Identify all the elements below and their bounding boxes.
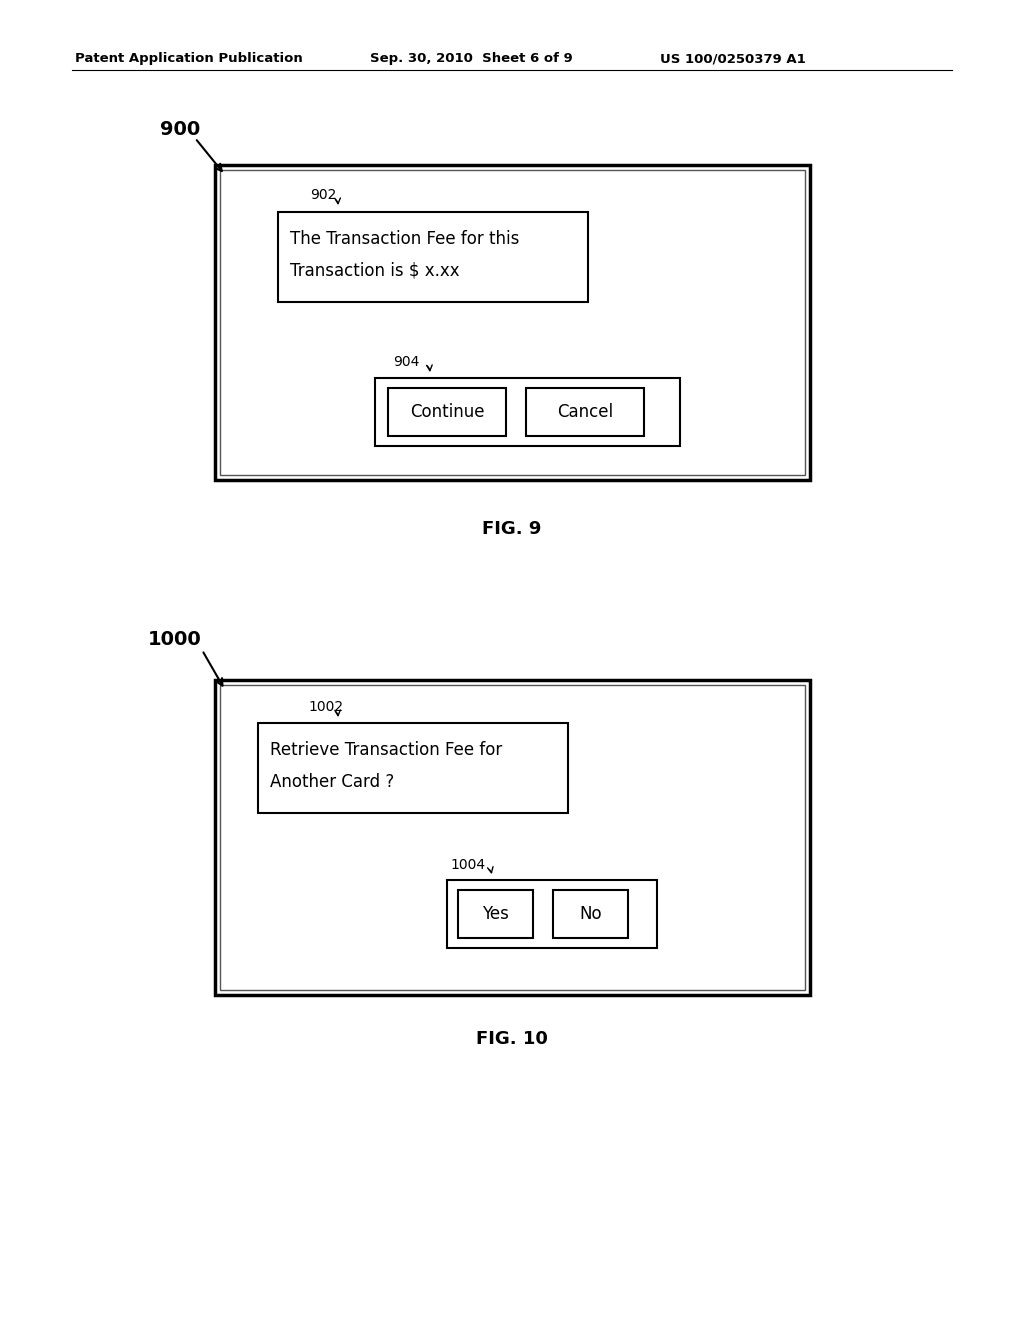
Bar (388, 388, 506, 436)
Text: The Transaction Fee for this: The Transaction Fee for this (290, 230, 519, 248)
Text: Yes: Yes (482, 906, 509, 923)
Bar (447, 880, 657, 948)
Text: Transaction is $ x.xx: Transaction is $ x.xx (290, 261, 460, 280)
Text: No: No (580, 906, 602, 923)
Bar (215, 680, 810, 995)
Text: Cancel: Cancel (557, 403, 613, 421)
Text: 1002: 1002 (308, 700, 343, 714)
Text: Another Card ?: Another Card ? (270, 774, 394, 791)
Text: Patent Application Publication: Patent Application Publication (75, 51, 303, 65)
Bar (220, 685, 805, 990)
Text: Continue: Continue (410, 403, 484, 421)
Bar (375, 378, 680, 446)
Text: 902: 902 (310, 187, 336, 202)
Bar (458, 890, 534, 939)
Text: 1000: 1000 (148, 630, 202, 649)
Text: US 100/0250379 A1: US 100/0250379 A1 (660, 51, 806, 65)
Bar (258, 723, 568, 813)
Bar (526, 388, 644, 436)
Bar (215, 165, 810, 480)
Bar (278, 213, 588, 302)
Text: 904: 904 (393, 355, 420, 370)
Text: 900: 900 (160, 120, 201, 139)
Bar (553, 890, 628, 939)
Text: FIG. 9: FIG. 9 (482, 520, 542, 539)
Text: Sep. 30, 2010  Sheet 6 of 9: Sep. 30, 2010 Sheet 6 of 9 (370, 51, 572, 65)
Bar (220, 170, 805, 475)
Text: 1004: 1004 (450, 858, 485, 873)
Text: FIG. 10: FIG. 10 (476, 1030, 548, 1048)
Text: Retrieve Transaction Fee for: Retrieve Transaction Fee for (270, 741, 502, 759)
